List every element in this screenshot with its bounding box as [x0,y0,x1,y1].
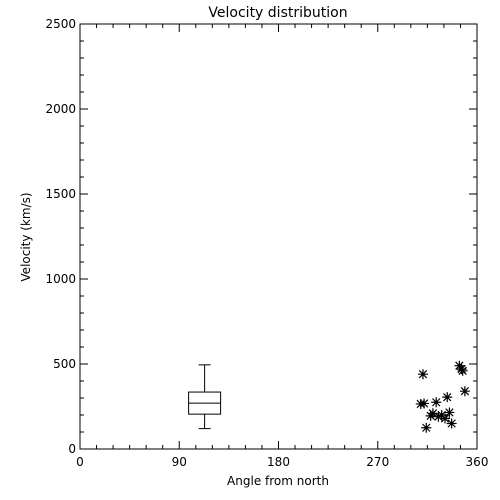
x-axis-label: Angle from north [227,474,329,488]
data-point [444,407,455,418]
x-tick-label: 0 [76,455,84,469]
axes: 0 90 180 270 360 0 500 1000 1500 2000 2500 [45,17,488,469]
x-tick-label: 360 [466,455,489,469]
y-tick-label: 1500 [45,187,76,201]
data-point [417,369,428,380]
data-point [446,418,457,429]
y-tick-label: 0 [68,442,76,456]
data-point [440,413,451,424]
x-tick-label: 270 [366,455,389,469]
x-tick-label: 90 [172,455,187,469]
data-point [431,397,442,408]
y-tick-label: 1000 [45,272,76,286]
x-tick-label: 180 [267,455,290,469]
data-point [419,398,430,409]
data-point [454,360,465,371]
data-point [421,422,432,433]
scatter-points [415,360,470,433]
y-axis-label: Velocity (km/s) [19,192,33,281]
data-point [442,392,453,403]
boxplot [188,364,222,430]
y-tick-label: 2500 [45,17,76,31]
data-point [433,411,444,422]
y-tick-label: 2000 [45,102,76,116]
y-tick-label: 500 [53,357,76,371]
data-point [459,386,470,397]
data-point [457,365,468,376]
data-point [427,408,438,419]
chart-title: Velocity distribution [208,5,347,21]
